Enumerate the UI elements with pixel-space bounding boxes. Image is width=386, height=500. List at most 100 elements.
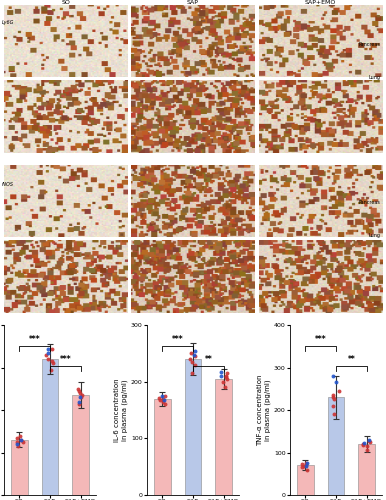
- Point: [303, 462, 310, 469]
- Bar: [154, 399, 171, 495]
- Point: [77, 389, 83, 397]
- Point: [15, 442, 21, 450]
- Point: [361, 439, 367, 447]
- Text: Lung: Lung: [368, 232, 380, 237]
- Point: [303, 462, 309, 470]
- Bar: [328, 398, 344, 495]
- Point: [303, 466, 310, 473]
- Point: [218, 368, 224, 376]
- Point: [330, 372, 337, 380]
- Point: [75, 385, 81, 393]
- Point: [218, 372, 224, 380]
- Point: [162, 392, 168, 400]
- Point: [45, 349, 51, 357]
- Text: C: C: [6, 328, 16, 342]
- Text: **: **: [205, 355, 212, 364]
- Point: [330, 391, 337, 399]
- Text: B: B: [6, 170, 16, 183]
- Point: [189, 370, 195, 378]
- Bar: [358, 444, 375, 495]
- Point: [331, 396, 337, 404]
- Point: [304, 459, 310, 467]
- Bar: [297, 466, 314, 495]
- Y-axis label: TNF-α concentration
in plasma (pg/ml): TNF-α concentration in plasma (pg/ml): [257, 374, 271, 446]
- Point: [189, 358, 195, 366]
- Bar: [42, 359, 58, 495]
- Point: [220, 378, 226, 386]
- Point: [333, 378, 339, 386]
- Text: Pancreas: Pancreas: [358, 42, 380, 48]
- Text: A: A: [6, 10, 17, 24]
- Bar: [215, 379, 232, 495]
- Point: [366, 436, 372, 444]
- Bar: [11, 440, 28, 495]
- Point: [43, 351, 49, 359]
- Point: [299, 464, 305, 471]
- Point: [299, 460, 305, 468]
- Point: [76, 398, 83, 406]
- Point: [159, 392, 165, 400]
- Text: iNOS: iNOS: [2, 182, 14, 188]
- Point: [188, 350, 194, 358]
- Text: **: **: [347, 355, 355, 364]
- Point: [47, 366, 54, 374]
- Point: [14, 438, 20, 446]
- Point: [18, 436, 24, 444]
- Text: ***: ***: [172, 335, 183, 344]
- Point: [330, 410, 337, 418]
- Point: [76, 400, 82, 407]
- Bar: [185, 359, 201, 495]
- Point: [360, 441, 366, 449]
- Text: Pancreas: Pancreas: [358, 200, 380, 205]
- Point: [192, 346, 198, 354]
- Point: [77, 394, 83, 402]
- Point: [157, 396, 163, 404]
- Text: ***: ***: [315, 335, 327, 344]
- Text: Ly6G: Ly6G: [2, 20, 14, 25]
- Point: [222, 384, 228, 392]
- Point: [192, 361, 198, 369]
- Bar: [72, 395, 89, 495]
- Point: [367, 438, 373, 446]
- Point: [161, 396, 167, 404]
- Text: Lung: Lung: [368, 75, 380, 80]
- Point: [76, 387, 82, 395]
- Point: [78, 394, 84, 402]
- Point: [156, 394, 163, 402]
- Point: [360, 440, 366, 448]
- Point: [223, 370, 230, 378]
- Text: ***: ***: [59, 355, 71, 364]
- Point: [364, 442, 370, 450]
- Point: [191, 350, 197, 358]
- Point: [192, 352, 198, 360]
- Point: [366, 436, 372, 444]
- Point: [49, 344, 56, 352]
- Point: [336, 387, 342, 395]
- Point: [17, 432, 23, 440]
- Point: [187, 355, 193, 363]
- Point: [224, 375, 230, 383]
- Point: [14, 434, 20, 442]
- Point: [223, 372, 229, 380]
- Point: [50, 360, 56, 368]
- Point: [14, 440, 20, 448]
- Point: [78, 391, 85, 399]
- Title: SAP: SAP: [187, 0, 199, 4]
- Point: [364, 446, 370, 454]
- Y-axis label: IL-6 concentration
in plasma (pg/ml): IL-6 concentration in plasma (pg/ml): [114, 378, 128, 442]
- Title: SO: SO: [61, 0, 70, 4]
- Point: [48, 358, 54, 366]
- Point: [19, 436, 25, 444]
- Point: [330, 394, 337, 402]
- Point: [45, 355, 51, 363]
- Point: [162, 400, 168, 408]
- Point: [330, 402, 336, 410]
- Point: [159, 398, 166, 406]
- Text: ***: ***: [29, 335, 41, 344]
- Point: [223, 374, 229, 382]
- Point: [160, 395, 166, 403]
- Point: [45, 344, 51, 352]
- Point: [303, 459, 309, 467]
- Point: [301, 462, 307, 470]
- Title: SAP+EMO: SAP+EMO: [305, 0, 336, 4]
